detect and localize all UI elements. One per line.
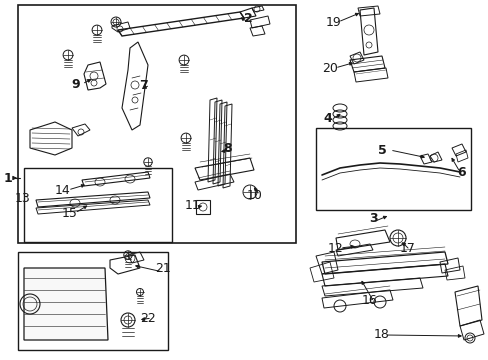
Text: 6: 6: [457, 166, 466, 179]
Bar: [315, 128, 470, 210]
Text: 5: 5: [377, 144, 386, 157]
Bar: [196, 200, 209, 214]
Text: 3: 3: [368, 212, 377, 225]
Text: 21: 21: [155, 261, 170, 274]
Text: 15: 15: [62, 207, 78, 220]
Text: 10: 10: [246, 189, 263, 202]
Text: 13: 13: [15, 192, 31, 204]
Text: 9: 9: [72, 77, 80, 90]
Bar: [18, 5, 295, 243]
Text: 8: 8: [223, 141, 232, 154]
Text: 1: 1: [3, 171, 12, 185]
Text: 2: 2: [243, 12, 252, 24]
Text: 4: 4: [323, 112, 332, 125]
Text: 22: 22: [140, 311, 156, 324]
Text: 18: 18: [373, 328, 389, 342]
Bar: [24, 168, 172, 242]
Text: 17: 17: [399, 242, 415, 255]
Text: 19: 19: [325, 15, 341, 28]
Text: 16: 16: [362, 293, 377, 306]
Text: 14: 14: [55, 184, 71, 197]
Text: 20: 20: [322, 62, 337, 75]
Bar: [18, 252, 168, 350]
Text: 7: 7: [138, 78, 147, 91]
Text: 11: 11: [185, 198, 201, 212]
Polygon shape: [24, 268, 108, 340]
Text: 12: 12: [327, 242, 343, 255]
